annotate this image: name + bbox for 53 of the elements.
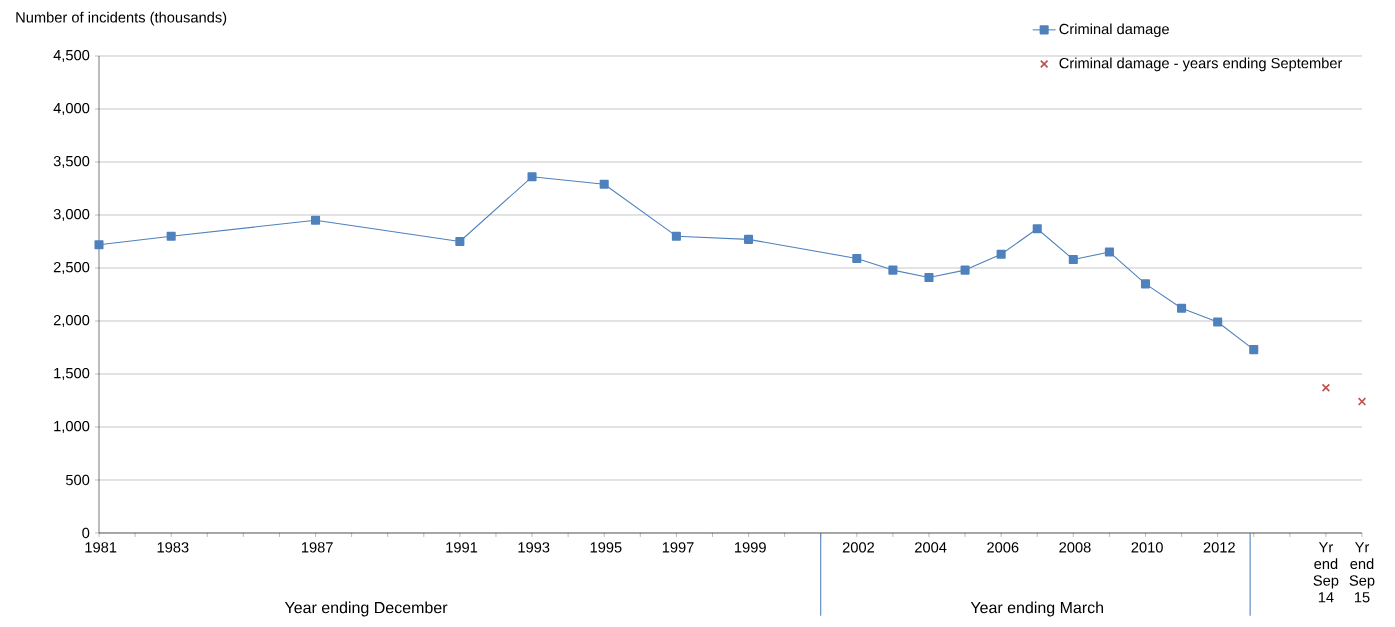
point	[1140, 279, 1151, 289]
x-tick-label: 2012	[1203, 542, 1235, 553]
x-tick-label: 1983	[157, 542, 189, 553]
point	[1068, 254, 1078, 265]
y-tick-label: 2,000	[53, 314, 90, 328]
y-tick-label: 4,500	[53, 49, 90, 63]
y-tick-label: 0	[82, 527, 90, 539]
x-tick-label: 2006	[987, 542, 1019, 553]
x-tick-label: 1993	[518, 542, 550, 553]
point	[310, 215, 321, 225]
x-tick-label: 2010	[1131, 542, 1163, 553]
y-tick-label: 3,000	[53, 208, 90, 222]
y-tick-label: 4,000	[53, 102, 90, 116]
x-tick-label: Yr end Sep 14	[1313, 542, 1339, 603]
point	[1213, 317, 1223, 327]
point	[1249, 345, 1259, 355]
point	[888, 265, 898, 275]
x-tick-label: 1995	[590, 542, 622, 553]
point	[744, 234, 754, 244]
point	[960, 265, 970, 275]
point	[166, 231, 176, 241]
x-tick-label: Yr end Sep 15	[1349, 542, 1375, 603]
text: Year ending March	[970, 601, 1104, 617]
legend-label: Criminal damage - years ending September	[1059, 57, 1343, 72]
point	[996, 249, 1006, 259]
y-tick-label: 500	[65, 474, 90, 486]
x-tick-label: 1999	[734, 542, 766, 553]
x-tick-label: 1997	[662, 542, 694, 553]
point	[94, 240, 104, 250]
x-tick-label: 2002	[842, 542, 875, 553]
x-tick-label: 1991	[446, 542, 478, 553]
y-tick-label: 1,500	[54, 367, 90, 381]
point	[527, 172, 537, 182]
point	[852, 253, 862, 263]
point	[924, 272, 934, 283]
x-tick-label: 2008	[1059, 542, 1091, 553]
x-tick-label: 1981	[85, 542, 117, 553]
x-tick-label: 2004	[915, 542, 947, 553]
legend-label: Criminal damage	[1059, 23, 1169, 38]
point	[1321, 383, 1331, 392]
point	[1357, 397, 1367, 406]
y-tick-label: 1,000	[54, 420, 90, 434]
point	[671, 231, 681, 241]
y-axis-title: Number of incidents (thousands)	[16, 11, 227, 26]
point	[1104, 247, 1114, 257]
point	[1032, 224, 1042, 234]
text: Year ending December	[284, 601, 448, 617]
x-tick-label: 1987	[301, 542, 333, 553]
point	[1177, 303, 1187, 313]
point	[599, 179, 609, 189]
y-tick-label: 3,500	[53, 155, 90, 169]
y-tick-label: 2,500	[53, 261, 90, 275]
point	[455, 236, 465, 247]
